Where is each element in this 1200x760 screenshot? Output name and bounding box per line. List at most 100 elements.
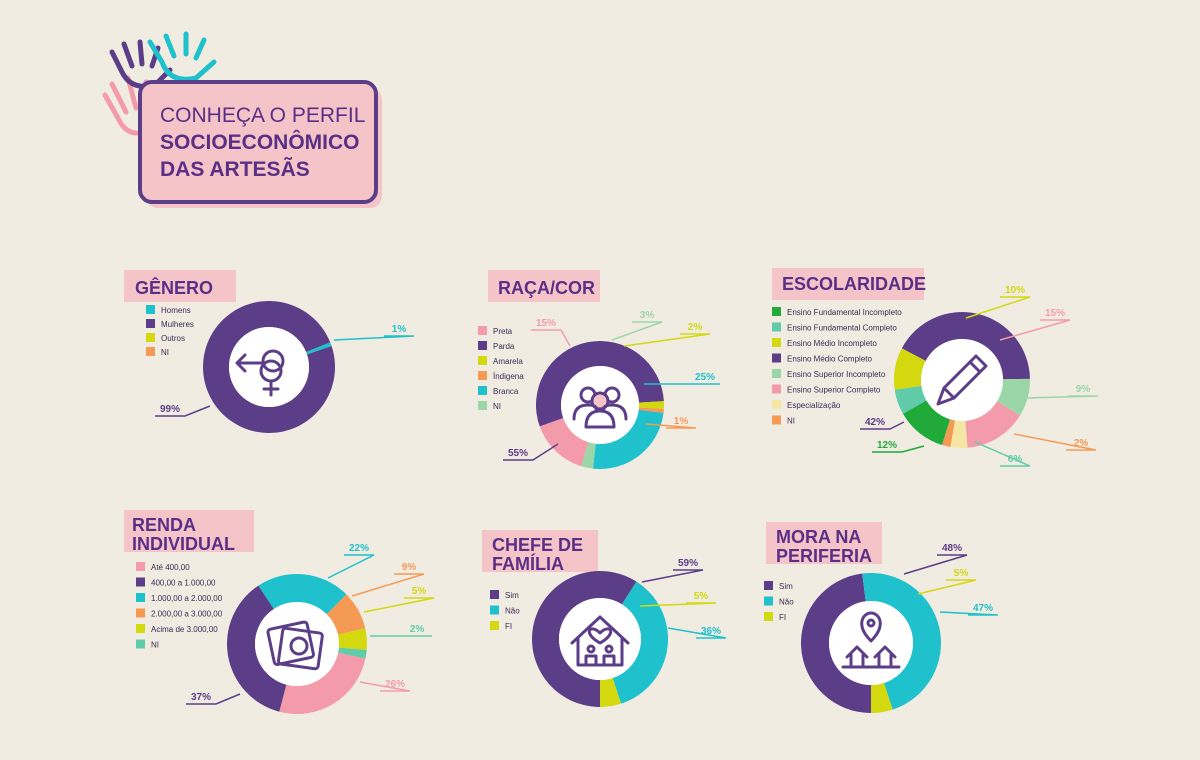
donut-center [921,339,1003,421]
data-label: 42% [865,417,885,428]
legend-label: Acima de 3.000,00 [151,625,218,634]
leader-line [333,335,415,341]
data-label: 15% [536,318,556,329]
chart-title: ESCOLARIDADE [782,274,926,294]
legend-swatch [772,369,781,378]
chart-title: INDIVIDUAL [132,534,235,554]
leader-line [641,569,704,583]
leader-line [645,423,697,429]
legend-label: Homens [161,306,191,315]
chart-genero: GÊNERO Homens Mulheres Outros NI 1% 99% [124,270,415,434]
legend-label: NI [151,641,159,650]
pie-slice [531,571,637,707]
pie-slice [227,585,287,712]
pie-slice [337,628,367,650]
data-label: 2% [688,322,703,333]
legend-swatch [478,326,487,335]
legend-swatch [772,322,781,332]
leader-line [327,554,375,579]
data-label: 1% [392,324,407,335]
pie-slice [893,348,926,390]
legend-label: Não [779,598,794,607]
legend-swatch [146,305,155,314]
chart-title: RENDA [132,515,196,535]
chart-title: GÊNERO [135,277,213,298]
legend-swatch [478,356,487,365]
data-label: 5% [412,586,427,597]
leader-line [186,693,241,705]
legend-label: Não [505,607,520,616]
data-label: 26% [385,679,405,690]
pie-slice [203,301,336,434]
people-icon [572,386,628,429]
header-line-3: DAS ARTESÃS [160,158,310,181]
header-line-1: CONHEÇA O PERFIL [160,104,365,127]
pie-slice [539,418,589,467]
legend-label: Ensino Médio Incompleto [787,339,877,348]
data-label: 12% [877,440,897,451]
data-label: 36% [701,626,721,637]
legend-label: Até 400,00 [151,563,190,572]
legend-swatch [146,319,155,328]
data-label: 47% [973,603,993,614]
chart-title: PERIFERIA [776,546,872,566]
pie-slice [600,677,622,707]
chart-title-tag [772,268,924,300]
leader-line [939,611,999,616]
donut-center [229,327,309,407]
legend-label: NI [493,402,501,411]
pie-slice [862,572,942,710]
leader-line [1013,433,1097,451]
leader-line [1023,395,1099,399]
data-label: 10% [1005,285,1025,296]
data-label: 25% [695,372,715,383]
pie-slice [258,574,347,615]
legend-label: Ensino Fundamental Incompleto [787,308,902,317]
leader-line [639,602,717,607]
leader-line [999,319,1071,341]
pie-slice [338,647,367,659]
chart-raca: RAÇA/COR Preta Parda Amarela Índigena Branca N… [478,270,720,469]
pie-slice [581,442,596,469]
pie-slice [279,652,366,715]
data-label: 1% [674,416,689,427]
chart-title: RAÇA/COR [498,278,595,298]
legend-swatch [772,400,781,409]
legend-swatch [764,581,773,590]
pie-slice [800,573,871,713]
legend-label: FI [779,613,786,622]
leader-line [359,681,411,692]
leader-line [667,627,727,639]
legend-swatch [478,386,487,395]
leader-line [974,441,1031,467]
legend-swatch [490,605,499,615]
leader-line [860,421,905,430]
legend-label: 1.000,00 a 2.000,00 [151,594,223,603]
pie-slice [638,401,664,410]
data-label: 2% [410,624,425,635]
data-label: 3% [640,310,655,321]
pie-slice [950,420,968,448]
legend-swatch [478,401,487,410]
hands-logo-icon [102,31,217,136]
legend-label: 2.000,00 a 3.000,00 [151,610,223,619]
data-label: 99% [160,404,180,415]
pie-slice [894,385,927,414]
legend-swatch [146,347,155,356]
data-label: 9% [402,562,417,573]
data-label: 5% [694,591,709,602]
pie-slice [592,409,664,469]
data-label: 22% [349,543,369,554]
legend-swatch [136,577,145,587]
chart-title-tag [488,270,600,302]
legend-label: Outros [161,334,185,343]
legend-label: Sim [505,591,519,600]
legend-label: Ensino Superior Completo [787,386,881,395]
donut-center [255,602,339,686]
legend-label: Sim [779,582,793,591]
data-label: 15% [1045,308,1065,319]
legend-label: Branca [493,387,519,396]
family-house-icon [570,615,630,667]
data-label: 9% [1076,384,1091,395]
